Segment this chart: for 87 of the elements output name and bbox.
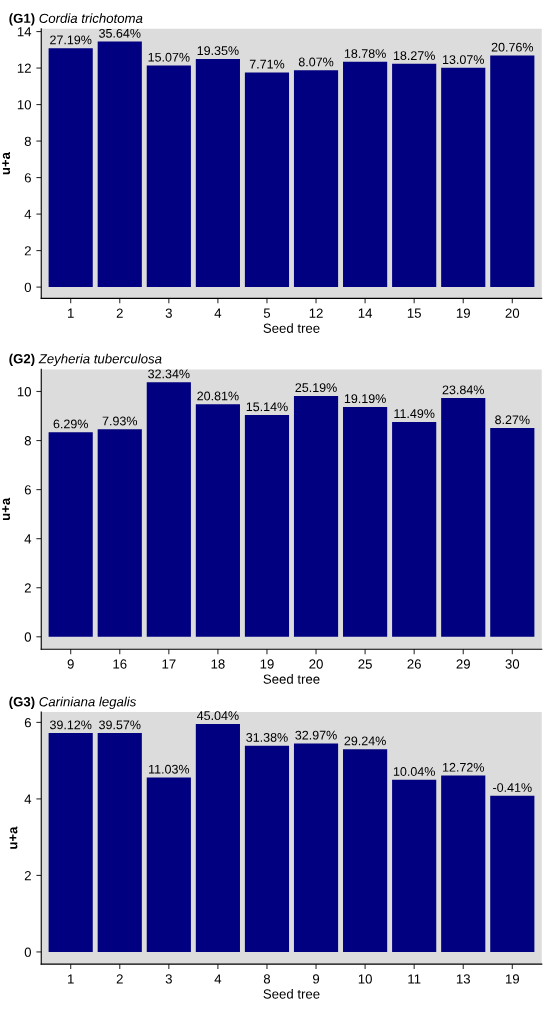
y-tick-label: 2 xyxy=(24,246,31,256)
annotation: 18.27% xyxy=(393,51,435,60)
x-tick-label: 3 xyxy=(165,308,172,318)
chart-title: (G2) Zeyheria tuberculosa xyxy=(9,353,162,367)
annotation: 20.81% xyxy=(197,391,239,401)
y-axis-title: u+a xyxy=(2,151,11,175)
x-tick-label: 13 xyxy=(456,974,470,984)
annotation: 11.03% xyxy=(149,764,190,774)
y-tick-label: 10 xyxy=(17,100,32,110)
y-tick-label: 4 xyxy=(24,534,32,544)
x-tick-label: 9 xyxy=(312,974,320,984)
x-tick-label: 19 xyxy=(505,974,520,984)
annotation: 27.19% xyxy=(50,35,92,45)
x-tick-label: 10 xyxy=(358,974,372,984)
y-tick-label: 0 xyxy=(24,282,32,292)
annotation: 6.29% xyxy=(53,419,88,429)
x-tick-label: 30 xyxy=(505,659,520,669)
x-tick-label: 3 xyxy=(165,974,172,984)
x-tick-label: 20 xyxy=(309,659,323,669)
x-tick-label: 19 xyxy=(456,308,470,318)
y-tick-label: 8 xyxy=(24,136,31,146)
y-tick-label: 4 xyxy=(24,209,32,219)
annotation: 8.27% xyxy=(495,415,530,425)
x-tick-label: 15 xyxy=(407,308,421,318)
y-tick-label: 12 xyxy=(17,63,31,73)
annotation: 15.07% xyxy=(148,52,190,62)
annotation: 8.07% xyxy=(298,57,334,67)
chart-title: (G3) Cariniana legalis xyxy=(9,696,137,710)
annotation: 45.04% xyxy=(196,711,239,721)
y-tick-label: 4 xyxy=(24,794,32,804)
x-tick-label: 29 xyxy=(456,659,470,669)
chart-title: (G1) Cordia trichotoma xyxy=(9,13,143,26)
x-tick-label: 17 xyxy=(162,659,176,669)
x-tick-label: 5 xyxy=(263,308,271,318)
x-axis-title: Seed tree xyxy=(263,988,320,999)
y-tick-label: 0 xyxy=(24,632,32,642)
annotation: 10.04% xyxy=(393,767,435,776)
annotation: 13.07% xyxy=(443,55,484,65)
y-tick-label: 6 xyxy=(24,173,31,183)
x-tick-label: 1 xyxy=(68,974,74,984)
x-tick-label: 2 xyxy=(116,308,123,318)
annotation: 15.14% xyxy=(246,402,288,412)
x-tick-label: 11 xyxy=(408,974,421,984)
y-tick-label: 0 xyxy=(24,947,32,957)
annotation: 25.19% xyxy=(295,383,337,393)
annotation: 19.35% xyxy=(197,46,239,56)
annotation: 32.97% xyxy=(295,730,337,740)
x-tick-label: 2 xyxy=(116,974,123,984)
annotation: 23.84% xyxy=(442,385,484,395)
annotation: 39.12% xyxy=(49,720,92,730)
x-tick-label: 4 xyxy=(214,974,222,984)
x-tick-label: 25 xyxy=(358,659,372,669)
annotation: 18.78% xyxy=(344,49,386,58)
annotation: 19.19% xyxy=(344,394,386,404)
x-tick-label: 14 xyxy=(358,308,373,318)
x-tick-label: 26 xyxy=(407,659,421,669)
annotation: 29.24% xyxy=(344,736,386,746)
x-axis-title: Seed tree xyxy=(263,674,320,684)
y-axis-title: u+a xyxy=(9,826,18,849)
y-tick-label: 6 xyxy=(24,717,31,728)
annotation: 11.49% xyxy=(394,409,435,419)
y-tick-label: 14 xyxy=(17,27,32,37)
y-tick-label: 6 xyxy=(24,485,31,495)
annotation: 20.76% xyxy=(491,42,534,52)
x-tick-label: 18 xyxy=(211,659,225,669)
y-axis-title: u+a xyxy=(2,497,11,521)
y-tick-label: 8 xyxy=(24,436,31,446)
x-tick-label: 8 xyxy=(263,974,271,984)
annotation: -0.41% xyxy=(493,783,532,792)
x-tick-label: 4 xyxy=(214,308,222,318)
y-tick-label: 2 xyxy=(24,583,31,593)
annotation: 32.34% xyxy=(148,369,190,379)
y-tick-label: 2 xyxy=(24,870,31,881)
x-tick-label: 12 xyxy=(309,308,323,318)
annotation: 7.93% xyxy=(102,416,138,426)
x-tick-label: 1 xyxy=(68,308,74,318)
x-tick-label: 19 xyxy=(260,659,274,669)
annotation: 31.38% xyxy=(246,733,288,742)
annotation: 35.64% xyxy=(99,28,141,38)
x-tick-label: 9 xyxy=(67,659,74,669)
annotation: 7.71% xyxy=(249,59,285,69)
annotation: 39.57% xyxy=(99,720,141,730)
x-tick-label: 16 xyxy=(113,659,127,669)
x-tick-label: 20 xyxy=(505,308,520,318)
x-axis-title: Seed tree xyxy=(263,323,320,333)
y-tick-label: 10 xyxy=(17,387,32,397)
annotation: 12.72% xyxy=(443,762,484,772)
